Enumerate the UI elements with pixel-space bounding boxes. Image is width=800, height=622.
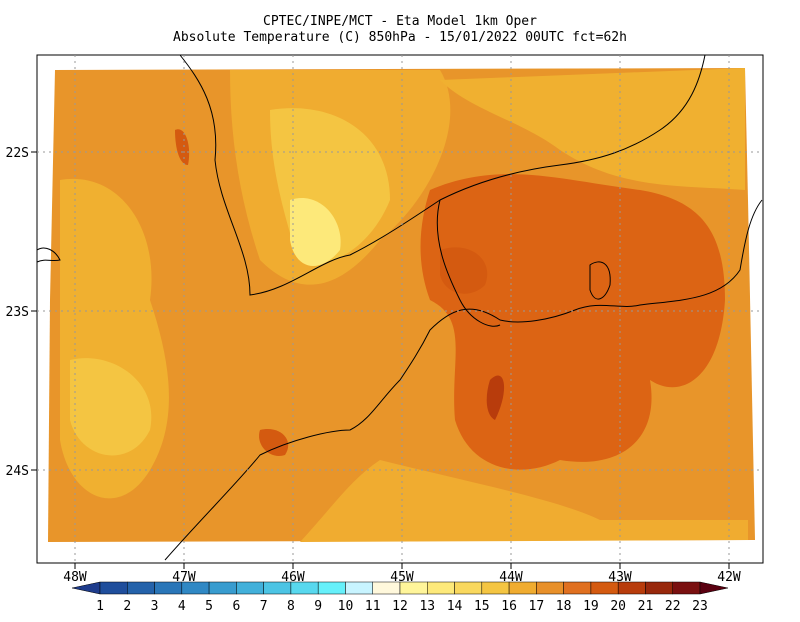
colorbar-label: 19: [583, 599, 599, 614]
colorbar-label: 15: [474, 599, 490, 614]
colorbar-box: [127, 581, 155, 595]
colorbar-label: 11: [365, 599, 381, 614]
lon-tick-label: 44W: [499, 570, 523, 585]
colorbar-box: [317, 581, 346, 595]
colorbar-box: [99, 581, 128, 595]
colorbar-label: 5: [205, 599, 213, 614]
colorbar-label: 9: [314, 599, 322, 614]
colorbar-box: [154, 581, 183, 595]
lon-tick-label: 47W: [172, 570, 196, 585]
colorbar-label: 23: [692, 599, 708, 614]
colorbar-label: 4: [178, 599, 186, 614]
colorbar-box: [672, 581, 701, 595]
colorbar-label: 13: [419, 599, 435, 614]
colorbar-box: [481, 581, 510, 595]
colorbar-box: [208, 581, 237, 595]
colorbar-label: 14: [447, 599, 463, 614]
colorbar-label: 12: [392, 599, 408, 614]
lat-tick-label: 22S: [6, 146, 29, 161]
colorbar-label: 20: [610, 599, 626, 614]
colorbar-label: 16: [501, 599, 517, 614]
colorbar-label: 7: [260, 599, 268, 614]
title-line2: Absolute Temperature (C) 850hPa - 15/01/…: [173, 30, 627, 45]
colorbar-box: [454, 581, 483, 595]
colorbar-box: [536, 581, 564, 595]
colorbar-label: 10: [338, 599, 354, 614]
colorbar-label: 18: [556, 599, 572, 614]
colorbar-box: [427, 581, 455, 595]
colorbar-box: [236, 581, 264, 595]
colorbar-label: 8: [287, 599, 295, 614]
map-frame: [36, 54, 764, 564]
colorbar-label: 6: [232, 599, 240, 614]
colorbar-box: [181, 581, 210, 595]
lon-tick-label: 48W: [63, 570, 87, 585]
colorbar-box: [399, 581, 428, 595]
title-line1: CPTEC/INPE/MCT - Eta Model 1km Oper: [263, 14, 537, 29]
colorbar-box: [372, 581, 401, 595]
lon-tick-label: 43W: [608, 570, 632, 585]
colorbar-label: 3: [151, 599, 159, 614]
lat-tick-label: 23S: [6, 305, 29, 320]
colorbar-box: [345, 581, 373, 595]
lon-tick-label: 46W: [281, 570, 305, 585]
lon-tick-label: 42W: [717, 570, 741, 585]
colorbar-box: [290, 581, 319, 595]
colorbar-label: 17: [529, 599, 545, 614]
colorbar-arrow-high: [699, 581, 729, 595]
colorbar-box: [617, 581, 646, 595]
colorbar-label: 21: [638, 599, 654, 614]
colorbar-label: 1: [96, 599, 104, 614]
colorbar-box: [263, 581, 292, 595]
colorbar-box: [645, 581, 673, 595]
colorbar-box: [590, 581, 619, 595]
lon-tick-label: 45W: [390, 570, 414, 585]
map-field: [48, 68, 755, 542]
colorbar-label: 2: [123, 599, 131, 614]
colorbar-box: [508, 581, 537, 595]
lat-tick-label: 24S: [6, 464, 29, 479]
colorbar-box: [563, 581, 592, 595]
colorbar-label: 22: [665, 599, 681, 614]
